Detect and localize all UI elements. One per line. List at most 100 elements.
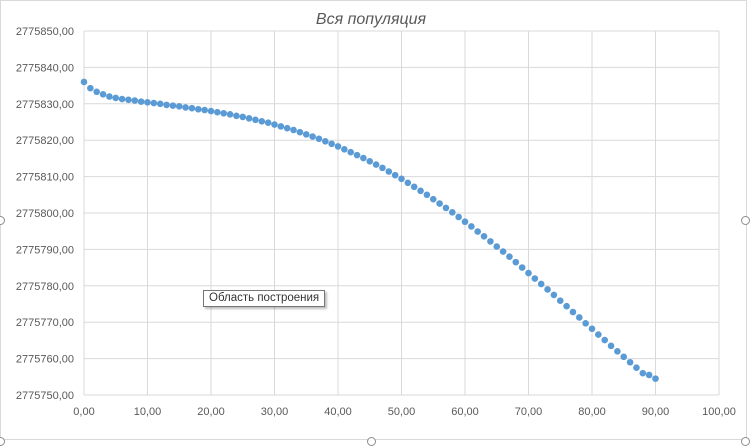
data-point[interactable]: [99, 91, 107, 98]
data-point[interactable]: [258, 117, 266, 125]
data-point[interactable]: [595, 331, 602, 338]
data-point[interactable]: [131, 97, 139, 104]
data-point[interactable]: [423, 191, 431, 199]
data-point[interactable]: [499, 248, 507, 255]
data-point[interactable]: [601, 336, 608, 344]
data-point[interactable]: [322, 137, 329, 145]
data-point[interactable]: [607, 342, 615, 350]
data-point[interactable]: [309, 133, 316, 140]
data-point[interactable]: [201, 106, 208, 114]
data-point[interactable]: [226, 111, 234, 118]
data-point[interactable]: [582, 319, 589, 327]
data-point[interactable]: [385, 168, 393, 175]
data-point[interactable]: [398, 175, 405, 183]
data-point[interactable]: [315, 135, 323, 143]
data-point[interactable]: [417, 187, 424, 195]
data-point[interactable]: [175, 103, 183, 110]
data-point[interactable]: [410, 183, 418, 191]
y-tick-label: 2775760,00: [16, 354, 74, 366]
data-point[interactable]: [207, 107, 215, 115]
data-point[interactable]: [391, 171, 399, 179]
data-point[interactable]: [87, 84, 94, 92]
data-point[interactable]: [302, 131, 310, 138]
data-point[interactable]: [233, 112, 240, 120]
data-point[interactable]: [493, 243, 501, 250]
data-point[interactable]: [245, 115, 253, 122]
data-point[interactable]: [80, 78, 88, 86]
data-point[interactable]: [372, 161, 380, 168]
data-point[interactable]: [252, 116, 259, 124]
data-point[interactable]: [144, 99, 151, 106]
data-point[interactable]: [118, 95, 126, 103]
data-point[interactable]: [379, 164, 386, 172]
y-tick-label: 2775750,00: [16, 390, 74, 402]
data-point[interactable]: [137, 98, 145, 105]
data-point[interactable]: [163, 101, 170, 109]
data-point[interactable]: [506, 253, 513, 260]
data-point[interactable]: [461, 218, 469, 226]
data-point[interactable]: [360, 154, 367, 162]
data-point[interactable]: [487, 238, 494, 245]
data-point[interactable]: [512, 258, 520, 266]
data-point[interactable]: [626, 358, 634, 366]
data-point[interactable]: [468, 223, 475, 230]
data-point[interactable]: [588, 325, 596, 333]
data-point[interactable]: [531, 275, 539, 282]
data-point[interactable]: [614, 348, 621, 355]
data-point[interactable]: [449, 208, 456, 216]
data-point[interactable]: [296, 128, 304, 136]
data-point[interactable]: [556, 297, 564, 305]
data-point[interactable]: [214, 108, 221, 116]
data-point[interactable]: [645, 371, 653, 379]
resize-handle-left[interactable]: [0, 216, 5, 225]
data-point[interactable]: [290, 126, 297, 134]
data-point[interactable]: [195, 105, 202, 113]
x-tick-label: 40,00: [324, 406, 352, 418]
data-point[interactable]: [550, 291, 558, 299]
data-point[interactable]: [188, 104, 196, 112]
data-points[interactable]: [80, 78, 659, 382]
data-point[interactable]: [182, 104, 189, 111]
data-point[interactable]: [474, 228, 482, 235]
data-point[interactable]: [239, 113, 247, 121]
data-point[interactable]: [328, 140, 335, 148]
data-point[interactable]: [334, 143, 342, 150]
data-point[interactable]: [620, 353, 628, 361]
data-point[interactable]: [537, 280, 545, 288]
data-point[interactable]: [277, 123, 285, 130]
data-point[interactable]: [271, 121, 278, 128]
data-point[interactable]: [525, 269, 532, 277]
data-point[interactable]: [652, 375, 659, 382]
data-point[interactable]: [480, 232, 488, 240]
data-point[interactable]: [150, 99, 158, 107]
data-point[interactable]: [436, 200, 443, 207]
data-point[interactable]: [429, 195, 437, 203]
data-point[interactable]: [404, 179, 412, 187]
data-point[interactable]: [353, 151, 361, 159]
y-tick-label: 2775780,00: [16, 281, 74, 293]
resize-handle-right[interactable]: [741, 216, 750, 225]
data-point[interactable]: [264, 119, 272, 127]
data-point[interactable]: [156, 100, 164, 108]
data-point[interactable]: [569, 308, 577, 316]
data-point[interactable]: [639, 369, 647, 377]
data-point[interactable]: [341, 146, 348, 153]
data-point[interactable]: [125, 96, 132, 104]
data-point[interactable]: [112, 94, 120, 102]
data-point[interactable]: [93, 88, 100, 96]
data-point[interactable]: [220, 109, 227, 117]
data-point[interactable]: [633, 364, 640, 372]
data-point[interactable]: [283, 124, 291, 132]
data-point[interactable]: [563, 302, 570, 310]
data-point[interactable]: [455, 213, 462, 221]
data-point[interactable]: [544, 286, 551, 293]
data-point[interactable]: [576, 314, 583, 321]
data-point[interactable]: [106, 93, 113, 100]
data-point[interactable]: [169, 102, 177, 109]
data-point[interactable]: [442, 204, 450, 212]
data-point[interactable]: [366, 158, 374, 165]
data-point[interactable]: [518, 264, 526, 271]
data-point[interactable]: [347, 148, 355, 156]
